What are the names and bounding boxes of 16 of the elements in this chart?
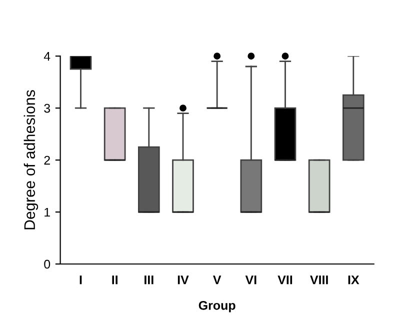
y-tick-label: 1 bbox=[44, 208, 50, 217]
y-tick-label: 4 bbox=[44, 52, 50, 61]
y-tick-label: 2 bbox=[44, 156, 50, 165]
x-tick-label: III bbox=[144, 276, 154, 284]
x-tick-label: VIII bbox=[310, 276, 328, 284]
y-tick-label: 3 bbox=[44, 104, 50, 113]
x-tick-label: IV bbox=[178, 276, 189, 284]
y-axis-title: Degree of adhesions bbox=[24, 90, 38, 230]
x-tick-label: VII bbox=[278, 276, 292, 284]
x-axis-title: Group bbox=[198, 300, 236, 312]
x-tick-label: IX bbox=[348, 276, 360, 284]
y-tick-label: 0 bbox=[44, 260, 50, 269]
x-tick-label: VI bbox=[245, 276, 256, 284]
x-tick-label: I bbox=[80, 276, 82, 284]
x-tick-label: II bbox=[112, 276, 118, 284]
x-tick-label: V bbox=[212, 276, 222, 284]
